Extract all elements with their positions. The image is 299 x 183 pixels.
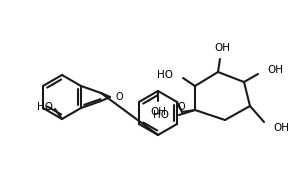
Text: OH: OH [214,43,230,53]
Text: O: O [115,92,123,102]
Text: OH: OH [273,123,289,133]
Text: HO: HO [153,110,169,120]
Text: O: O [177,102,185,112]
Text: OH: OH [267,65,283,75]
Text: OH: OH [150,107,166,117]
Text: HO: HO [37,102,53,112]
Text: HO: HO [157,70,173,80]
